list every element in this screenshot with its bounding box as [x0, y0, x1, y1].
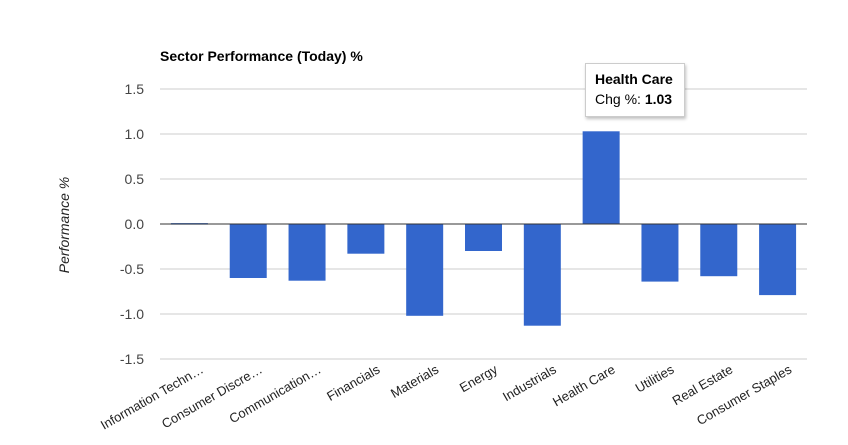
y-axis-label: Performance %: [56, 177, 72, 273]
y-tick-label: -1.5: [120, 351, 144, 367]
x-tick-label: Health Care: [550, 362, 618, 410]
y-tick-label: 1.5: [125, 81, 145, 97]
tooltip-value: 1.03: [644, 91, 673, 107]
bar-10[interactable]: [759, 224, 797, 296]
tooltip: Health Care Chg %: 1.03: [585, 63, 685, 117]
bar-6[interactable]: [523, 224, 561, 326]
x-tick-label: Utilities: [633, 361, 677, 395]
chart-title: Sector Performance (Today) %: [160, 48, 363, 64]
y-tick-label: -1.0: [120, 306, 144, 322]
x-tick-label: Consumer Discre…: [159, 362, 265, 432]
x-tick-label: Energy: [457, 361, 501, 395]
bar-1[interactable]: [229, 224, 267, 278]
bar-8[interactable]: [641, 224, 679, 282]
bar-4[interactable]: [406, 224, 444, 316]
bar-2[interactable]: [288, 224, 326, 281]
tooltip-label: Chg %:: [595, 91, 645, 107]
bar-9[interactable]: [700, 224, 738, 277]
bar-3[interactable]: [347, 224, 385, 254]
y-tick-label: -0.5: [120, 261, 144, 277]
y-tick-label: 0.0: [125, 216, 145, 232]
bar-5[interactable]: [465, 224, 502, 251]
x-tick-label: Materials: [388, 361, 442, 401]
y-tick-label: 1.0: [125, 126, 145, 142]
x-tick-label: Information Techn…: [98, 362, 206, 433]
bar-7[interactable]: [582, 131, 620, 224]
tooltip-title: Health Care: [595, 71, 673, 87]
y-tick-label: 0.5: [125, 171, 145, 187]
x-tick-label: Financials: [324, 361, 383, 404]
